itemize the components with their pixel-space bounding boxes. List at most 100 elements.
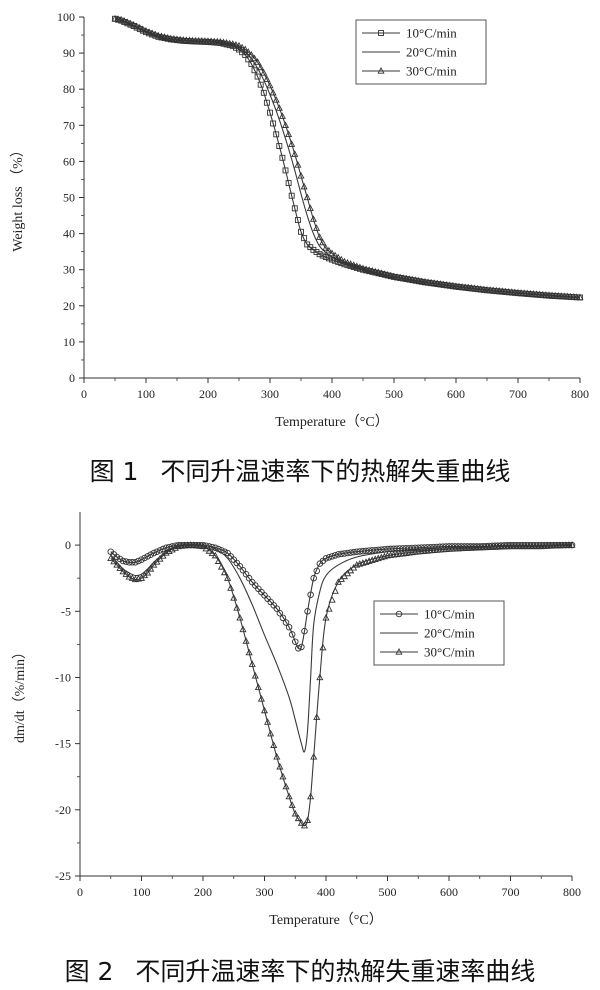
data-point-marker	[147, 551, 154, 558]
data-point-marker	[350, 548, 357, 556]
data-point-marker	[306, 204, 314, 211]
data-point-marker	[130, 20, 138, 28]
figure-2-text: 不同升温速率下的热解失重速率曲线	[135, 957, 536, 986]
data-point-marker	[409, 275, 417, 283]
data-point-marker	[245, 648, 253, 656]
data-point-marker	[384, 271, 392, 278]
data-point-marker	[362, 547, 370, 555]
data-point-marker	[282, 619, 290, 626]
data-point-marker	[272, 96, 280, 103]
data-point-marker	[122, 558, 130, 565]
data-point-marker	[244, 48, 252, 55]
data-point-marker	[138, 556, 145, 563]
data-point-marker	[151, 30, 159, 38]
data-point-marker	[202, 544, 210, 552]
y-tick-label: -10	[55, 670, 71, 684]
data-point-marker	[387, 271, 395, 279]
data-point-marker	[300, 182, 308, 190]
legend-label: 10°C/min	[424, 607, 475, 622]
data-point-marker	[171, 544, 179, 551]
data-point-marker	[267, 109, 273, 116]
legend-marker	[395, 648, 403, 655]
data-point-marker	[119, 557, 127, 565]
y-tick-label: -20	[55, 803, 71, 817]
data-point-marker	[325, 554, 333, 561]
data-point-marker	[292, 638, 299, 645]
y-tick-label: 50	[63, 191, 75, 205]
data-point-marker	[347, 260, 355, 267]
data-point-marker	[139, 25, 147, 33]
data-point-marker	[254, 58, 262, 65]
data-point-marker	[122, 570, 130, 577]
data-point-marker	[236, 613, 244, 621]
data-point-marker	[424, 278, 432, 286]
data-point-marker	[519, 541, 527, 549]
data-point-marker	[263, 75, 271, 82]
data-point-marker	[221, 548, 228, 555]
data-point-marker	[270, 741, 278, 748]
y-tick-label: 80	[63, 82, 75, 96]
series-line-2	[114, 18, 581, 299]
legend-label: 30°C/min	[406, 64, 457, 79]
data-point-marker	[156, 547, 164, 554]
series-2	[114, 18, 581, 299]
data-point-marker	[421, 278, 429, 285]
data-point-marker	[208, 549, 216, 557]
data-point-marker	[285, 623, 293, 631]
data-point-marker	[415, 276, 423, 284]
data-point-marker	[310, 752, 318, 760]
data-point-marker	[263, 99, 270, 106]
data-point-marker	[126, 19, 135, 27]
data-point-marker	[242, 570, 250, 578]
data-point-marker	[301, 235, 308, 242]
data-point-marker	[239, 566, 247, 574]
data-point-marker	[282, 167, 289, 174]
data-point-marker	[111, 14, 119, 22]
weight-loss-chart: 0 100 200 300 400 500 600 700 800 0 10 20 30 40 50 60 70…	[0, 0, 600, 450]
data-point-marker	[390, 272, 398, 280]
x-tick-label: 100	[133, 885, 151, 899]
data-point-marker	[297, 819, 305, 826]
data-point-marker	[298, 643, 305, 651]
y-tick-label: 40	[63, 227, 75, 241]
data-point-marker	[516, 541, 523, 549]
figure-1-caption: 图 1 不同升温速率下的热解失重曲线	[0, 452, 600, 488]
data-point-marker	[341, 550, 348, 557]
x-tick-label: 700	[502, 885, 520, 899]
y-tick-label: 100	[57, 10, 75, 24]
data-point-marker	[248, 60, 255, 67]
y-tick-label: -5	[61, 604, 71, 618]
data-point-marker	[254, 683, 262, 691]
axes: 0 100 200 300 400 500 600 700 800 0 10 20 30 40 50 60 70…	[10, 10, 589, 430]
data-point-marker	[427, 278, 435, 286]
data-point-marker	[322, 613, 330, 621]
data-point-marker	[125, 559, 133, 566]
data-point-marker	[316, 251, 323, 258]
data-point-marker	[310, 574, 317, 582]
y-tick-label: 20	[63, 299, 75, 313]
data-point-marker	[288, 140, 296, 147]
data-point-marker	[232, 41, 240, 48]
data-point-marker	[359, 264, 367, 272]
data-point-marker	[273, 131, 280, 138]
data-point-marker	[405, 275, 414, 282]
data-point-marker	[501, 542, 508, 549]
data-point-marker	[291, 205, 298, 212]
data-point-marker	[436, 280, 445, 287]
data-point-marker	[307, 591, 314, 598]
data-point-marker	[288, 631, 296, 638]
x-tick-label: 200	[199, 387, 217, 401]
data-point-marker	[269, 88, 277, 96]
data-point-marker	[254, 73, 261, 80]
data-point-marker	[294, 217, 301, 224]
data-point-marker	[266, 81, 274, 89]
legend-label: 20°C/min	[424, 626, 475, 641]
series-1	[112, 15, 583, 301]
data-point-marker	[279, 614, 287, 622]
data-point-marker	[408, 544, 416, 552]
data-point-marker	[418, 277, 426, 285]
data-point-marker	[288, 801, 296, 808]
data-point-marker	[322, 555, 330, 562]
data-point-marker	[157, 32, 166, 40]
data-point-marker	[393, 273, 401, 280]
